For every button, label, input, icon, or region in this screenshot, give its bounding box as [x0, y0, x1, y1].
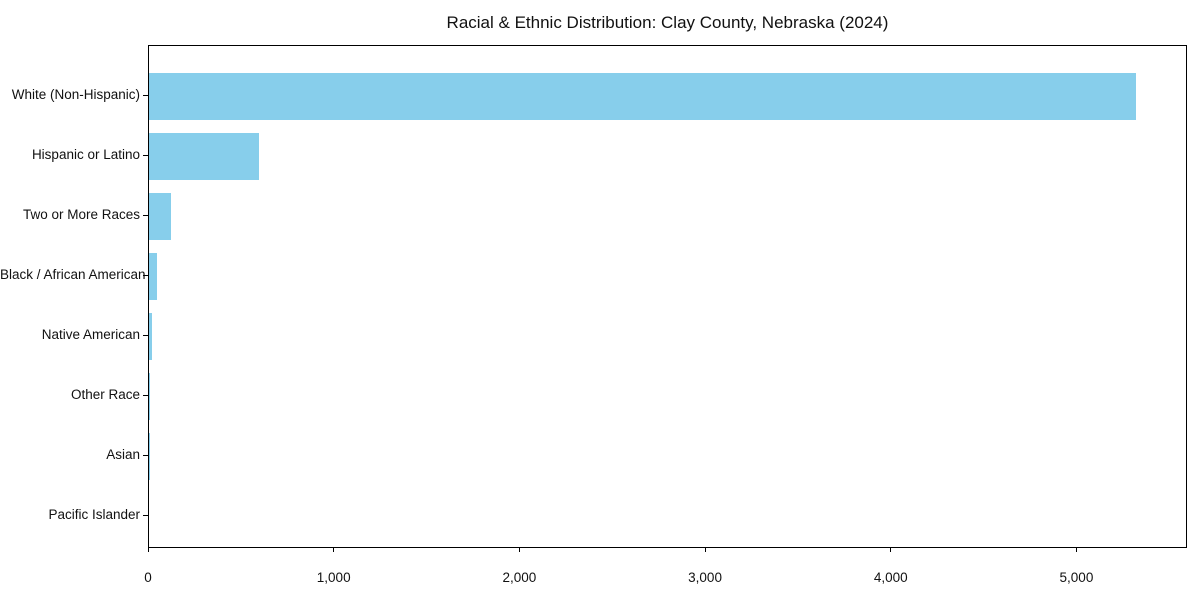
- y-tick-mark: [143, 215, 148, 216]
- x-tick-label: 4,000: [873, 570, 908, 585]
- y-axis-label: Two or More Races: [22, 207, 140, 222]
- x-tick-label: 5,000: [1059, 570, 1094, 585]
- y-axis-label: Other Race: [70, 387, 140, 402]
- x-tick-mark: [518, 548, 520, 552]
- x-axis: 0 1,000 2,000 3,000 4,000 5,000: [144, 548, 1186, 593]
- bar: [149, 372, 151, 420]
- y-axis-labels: White (Non-Hispanic) Hispanic or Latino Tw…: [0, 45, 146, 548]
- x-tick-mark: [147, 548, 149, 552]
- y-axis-label: Black / African American: [0, 267, 146, 282]
- x-tick-label: 0: [144, 570, 152, 585]
- chart-title: Racial & Ethnic Distribution: Clay Count…: [446, 13, 889, 32]
- y-tick-mark: [143, 455, 148, 456]
- x-tick-label: 2,000: [502, 570, 537, 585]
- y-tick-mark: [143, 95, 148, 96]
- bar: [149, 432, 150, 480]
- y-axis-label: White (Non-Hispanic): [11, 87, 140, 102]
- plot-area: [148, 45, 1187, 548]
- x-tick-mark: [333, 548, 335, 552]
- y-axis-label: Pacific Islander: [48, 507, 140, 522]
- x-tick-label: 1,000: [316, 570, 351, 585]
- bar: [149, 252, 158, 300]
- bar: [149, 132, 260, 180]
- y-axis-label: Native American: [41, 327, 140, 342]
- bar: [149, 312, 152, 360]
- bar: [149, 192, 172, 240]
- y-tick-mark: [143, 515, 148, 516]
- x-tick-mark: [1075, 548, 1077, 552]
- y-tick-mark: [143, 275, 148, 276]
- y-tick-mark: [143, 395, 148, 396]
- x-tick-mark: [704, 548, 706, 552]
- x-tick-mark: [890, 548, 892, 552]
- bar: [149, 72, 1136, 120]
- y-axis-label: Asian: [106, 447, 140, 462]
- y-axis-label: Hispanic or Latino: [31, 147, 140, 162]
- x-tick-label: 3,000: [688, 570, 722, 585]
- y-tick-mark: [143, 155, 148, 156]
- y-tick-mark: [143, 335, 148, 336]
- y-axis-ticks: [143, 45, 148, 548]
